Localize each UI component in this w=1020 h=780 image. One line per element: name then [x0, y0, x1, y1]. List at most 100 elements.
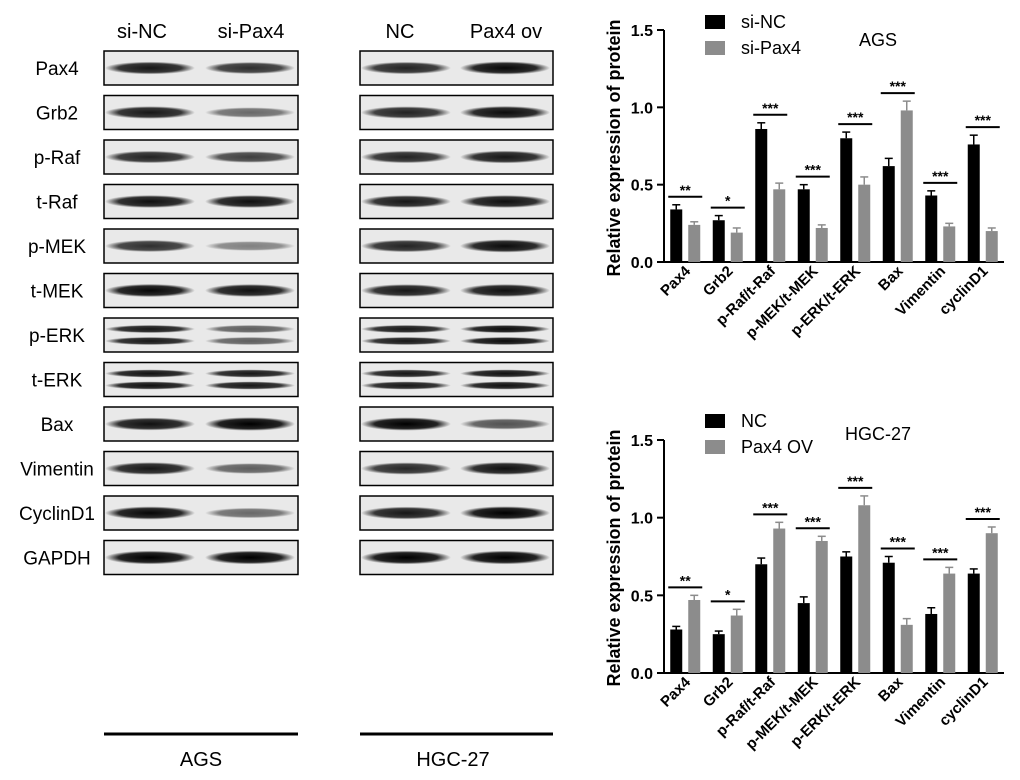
bar-pax4-ov-pax4 — [688, 599, 701, 673]
band-pax4-lane2 — [205, 61, 295, 75]
significance-mark: *** — [847, 109, 864, 125]
bar-nc-p-erk-t-erk — [840, 556, 853, 673]
band-vimentin-lane2 — [205, 463, 295, 474]
significance-mark: * — [725, 193, 731, 209]
chart-title: AGS — [859, 30, 897, 50]
bar-si-nc-bax — [882, 166, 895, 262]
band-cyclind1-lane2 — [205, 507, 295, 519]
band-bax-lane2 — [460, 418, 550, 430]
band-p-erk-lane2 — [205, 337, 295, 345]
legend-label-pax4-ov: Pax4 OV — [741, 437, 813, 457]
band-p-erk-lane2 — [460, 337, 550, 345]
band-p-mek-lane2 — [460, 239, 550, 253]
bar-si-nc-p-erk-t-erk — [840, 138, 853, 262]
band-bax-lane1 — [105, 417, 195, 431]
row-label-grb2: Grb2 — [36, 104, 78, 125]
bar-nc-bax — [882, 562, 895, 673]
legend-swatch-pax4-ov — [705, 440, 725, 454]
band-t-erk-lane2 — [205, 381, 295, 390]
band-p-raf-lane1 — [105, 150, 195, 164]
bar-si-pax4-p-raf-t-raf — [773, 189, 786, 262]
bar-pax4-ov-vimentin — [943, 573, 956, 673]
significance-mark: ** — [680, 572, 691, 588]
significance-mark: *** — [890, 534, 907, 550]
band-cyclind1-lane1 — [105, 506, 195, 520]
band-t-mek-lane2 — [460, 284, 550, 297]
band-gapdh-lane2 — [205, 550, 295, 565]
row-label-t-raf: t-Raf — [36, 193, 78, 214]
band-t-erk-lane2 — [205, 369, 295, 378]
bar-pax4-ov-p-mek-t-mek — [815, 540, 828, 673]
band-p-raf-lane2 — [205, 151, 295, 163]
significance-mark: *** — [805, 513, 822, 529]
row-label-cyclind1: CyclinD1 — [19, 504, 95, 525]
bar-si-pax4-p-erk-t-erk — [858, 184, 871, 262]
band-grb2-lane2 — [205, 107, 295, 118]
row-label-t-erk: t-ERK — [32, 371, 83, 392]
band-cyclind1-lane2 — [460, 506, 550, 520]
x-tick-label-grb2: Grb2 — [700, 674, 737, 711]
band-p-erk-lane2 — [205, 325, 295, 333]
significance-mark: *** — [762, 499, 779, 515]
row-label-p-erk: p-ERK — [29, 326, 85, 347]
band-vimentin-lane1 — [361, 462, 451, 475]
significance-mark: *** — [805, 162, 822, 178]
band-t-erk-lane1 — [361, 369, 451, 378]
band-grb2-lane1 — [105, 106, 195, 119]
bar-nc-p-mek-t-mek — [797, 603, 810, 673]
row-label-bax: Bax — [41, 415, 74, 436]
band-bax-lane2 — [205, 417, 295, 431]
band-t-raf-lane1 — [361, 195, 451, 208]
y-axis-label: Relative expression of protein — [604, 429, 624, 686]
band-t-raf-lane1 — [105, 195, 195, 208]
y-tick-label: 0.5 — [631, 178, 653, 195]
bar-si-pax4-cyclind1 — [985, 231, 998, 262]
lane-label-si-pax4: si-Pax4 — [218, 21, 285, 43]
legend-swatch-si-nc — [705, 15, 725, 29]
band-t-erk-lane1 — [105, 369, 195, 378]
band-p-mek-lane1 — [105, 239, 195, 253]
y-tick-label: 0.0 — [631, 666, 653, 683]
bar-si-nc-cyclind1 — [967, 144, 980, 262]
significance-mark: * — [725, 586, 731, 602]
bar-nc-cyclind1 — [967, 573, 980, 673]
band-t-erk-lane1 — [361, 381, 451, 390]
lane-label-si-nc: si-NC — [117, 21, 167, 43]
bar-nc-pax4 — [670, 629, 683, 673]
x-tick-label-bax: Bax — [875, 262, 907, 294]
panel-label-ags: AGS — [180, 749, 222, 771]
band-grb2-lane2 — [460, 106, 550, 119]
legend-swatch-si-pax4 — [705, 41, 725, 55]
band-p-raf-lane1 — [361, 150, 451, 164]
row-label-vimentin: Vimentin — [20, 460, 94, 481]
blot-box-t-erk — [359, 361, 554, 398]
band-p-erk-lane1 — [361, 337, 451, 345]
bar-pax4-ov-p-raf-t-raf — [773, 528, 786, 673]
significance-mark: *** — [847, 473, 864, 489]
significance-mark: *** — [890, 78, 907, 94]
significance-mark: *** — [975, 504, 992, 520]
hgc27-bar-chart: 0.0 0.5 1.0 1.5 Relative expression of prote… — [604, 411, 1004, 753]
bar-pax4-ov-grb2 — [730, 615, 743, 673]
bar-si-nc-p-mek-t-mek — [797, 189, 810, 262]
y-tick-label: 0.5 — [631, 588, 653, 605]
band-t-raf-lane2 — [205, 195, 295, 208]
band-t-mek-lane2 — [205, 284, 295, 297]
row-label-t-mek: t-MEK — [31, 282, 84, 303]
ags-bar-chart: 0.0 0.5 1.0 1.5 Relative expression of prote… — [604, 12, 1004, 342]
blot-box-p-erk — [359, 317, 554, 353]
chart-title: HGC-27 — [845, 424, 911, 444]
panel-label-hgc-27: HGC-27 — [416, 749, 489, 771]
lane-label-nc: NC — [386, 21, 415, 43]
lane-label-pax4-ov: Pax4 ov — [470, 21, 542, 43]
significance-mark: *** — [932, 544, 949, 560]
y-tick-label: 1.0 — [631, 100, 653, 117]
blot-box-t-erk — [103, 361, 299, 398]
bar-pax4-ov-p-erk-t-erk — [858, 505, 871, 673]
legend-swatch-nc — [705, 414, 725, 428]
legend-label-nc: NC — [741, 411, 767, 431]
band-p-raf-lane2 — [460, 150, 550, 164]
band-gapdh-lane1 — [361, 550, 451, 565]
y-tick-label: 1.0 — [631, 511, 653, 528]
band-gapdh-lane1 — [105, 550, 195, 565]
